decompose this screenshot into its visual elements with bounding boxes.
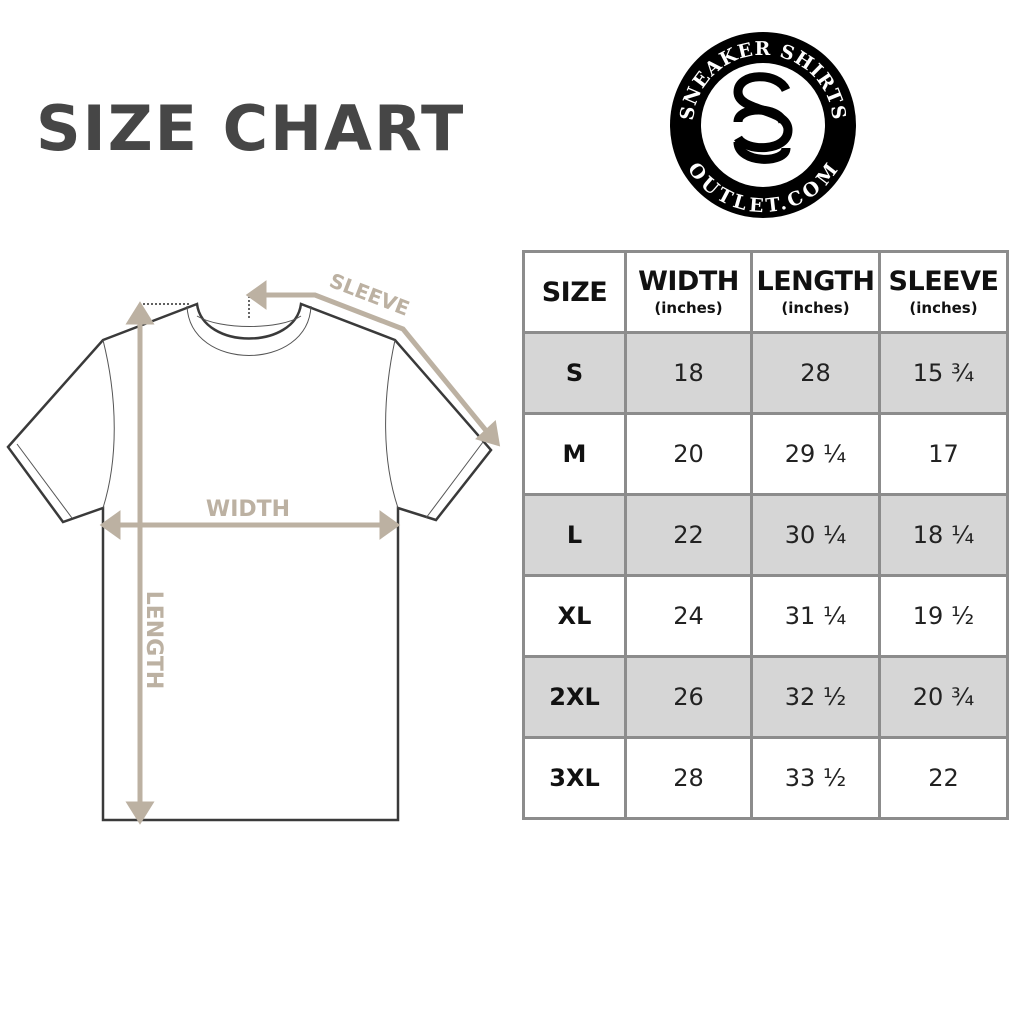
header-label: SIZE xyxy=(541,276,608,308)
table-row: XL 24 31 ¼ 19 ½ xyxy=(522,574,1009,658)
header-size: SIZE xyxy=(522,250,627,334)
cell-sleeve: 20 ¾ xyxy=(878,655,1009,739)
table-header-row: SIZE WIDTH (inches) LENGTH (inches) SLEEVE… xyxy=(522,250,1009,334)
header-unit: (inches) xyxy=(909,298,978,317)
sleeve-label: SLEEVE xyxy=(326,268,413,320)
cell-size: XL xyxy=(522,574,627,658)
cell-width: 28 xyxy=(624,736,753,820)
cell-sleeve: 18 ¼ xyxy=(878,493,1009,577)
cell-width: 22 xyxy=(624,493,753,577)
width-arrow xyxy=(99,510,401,540)
header-unit: (inches) xyxy=(654,298,723,317)
table-row: 3XL 28 33 ½ 22 xyxy=(522,736,1009,820)
measure-arrows xyxy=(99,280,501,825)
cell-size: L xyxy=(522,493,627,577)
tshirt-diagram: WIDTH LENGTH SLEEVE xyxy=(6,268,501,825)
cell-length: 30 ¼ xyxy=(750,493,881,577)
page-title: SIZE CHART xyxy=(36,92,466,165)
sleeve-arrow xyxy=(245,280,501,447)
cell-length: 31 ¼ xyxy=(750,574,881,658)
cell-width: 26 xyxy=(624,655,753,739)
header-label: SLEEVE xyxy=(888,265,999,297)
header-label: WIDTH xyxy=(638,265,739,297)
cell-sleeve: 19 ½ xyxy=(878,574,1009,658)
cell-sleeve: 17 xyxy=(878,412,1009,496)
header-length: LENGTH (inches) xyxy=(750,250,881,334)
table-row: S 18 28 15 ¾ xyxy=(522,331,1009,415)
cell-sleeve: 22 xyxy=(878,736,1009,820)
cell-length: 32 ½ xyxy=(750,655,881,739)
length-arrow xyxy=(125,301,155,825)
cell-length: 29 ¼ xyxy=(750,412,881,496)
table-row: M 20 29 ¼ 17 xyxy=(522,412,1009,496)
header-width: WIDTH (inches) xyxy=(624,250,753,334)
length-label: LENGTH xyxy=(141,591,166,690)
header-unit: (inches) xyxy=(781,298,850,317)
width-label: WIDTH xyxy=(206,497,290,522)
table-row: L 22 30 ¼ 18 ¼ xyxy=(522,493,1009,577)
cell-length: 28 xyxy=(750,331,881,415)
cell-size: 3XL xyxy=(522,736,627,820)
size-table: SIZE WIDTH (inches) LENGTH (inches) SLEEVE… xyxy=(522,250,1009,820)
cell-size: 2XL xyxy=(522,655,627,739)
header-label: LENGTH xyxy=(756,265,875,297)
cell-size: S xyxy=(522,331,627,415)
monogram-icon xyxy=(733,72,793,164)
header-sleeve: SLEEVE (inches) xyxy=(878,250,1009,334)
cell-sleeve: 15 ¾ xyxy=(878,331,1009,415)
brand-logo: SNEAKER SHIRTS OUTLET.COM xyxy=(670,32,856,218)
cell-width: 24 xyxy=(624,574,753,658)
collar-line xyxy=(186,305,312,356)
cell-length: 33 ½ xyxy=(750,736,881,820)
cell-width: 18 xyxy=(624,331,753,415)
cell-width: 20 xyxy=(624,412,753,496)
tshirt-outline xyxy=(6,302,493,822)
table-row: 2XL 26 32 ½ 20 ¾ xyxy=(522,655,1009,739)
cell-size: M xyxy=(522,412,627,496)
